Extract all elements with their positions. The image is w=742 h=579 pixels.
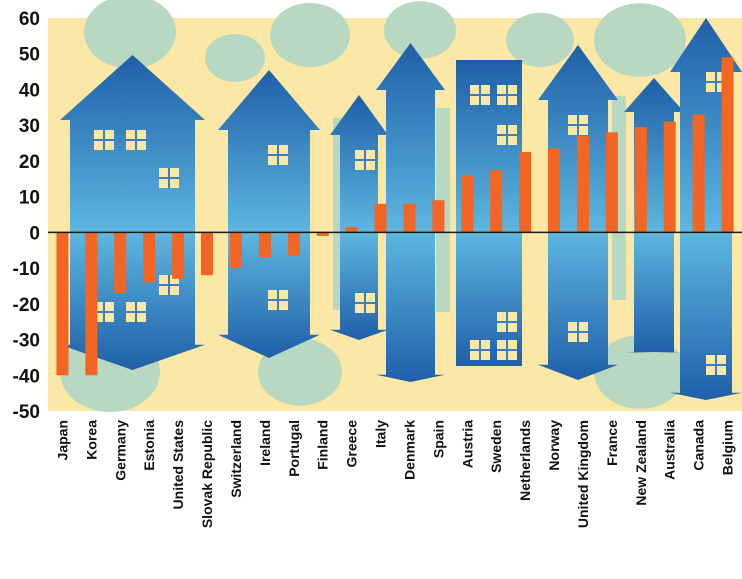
- x-tick-label: Portugal: [286, 420, 302, 477]
- y-tick-label: 50: [19, 45, 40, 66]
- bar-portugal: [287, 232, 300, 256]
- house-illustration: [60, 0, 742, 412]
- x-tick-label: Canada: [691, 420, 707, 471]
- x-tick-label: Finland: [315, 420, 331, 470]
- bar-italy: [374, 203, 387, 233]
- bar-finland: [316, 232, 329, 236]
- house-reflection-shape: [538, 232, 618, 380]
- window-shape: [706, 355, 726, 375]
- x-tick-label: United States: [170, 420, 186, 510]
- y-tick-label: -50: [13, 402, 40, 423]
- bar-spain: [432, 200, 445, 233]
- bar-belgium: [721, 57, 734, 233]
- window-shape: [497, 125, 517, 145]
- bar-france: [605, 132, 618, 233]
- x-tick-label: Austria: [459, 420, 475, 468]
- tree-shape: [270, 3, 350, 67]
- tree-shape: [594, 335, 686, 409]
- x-tick-label: Australia: [662, 420, 678, 480]
- y-tick-label: -10: [13, 259, 40, 280]
- y-tick-label: 10: [19, 188, 40, 209]
- y-tick-label: 0: [29, 223, 40, 244]
- x-tick-label: Norway: [546, 420, 562, 471]
- bar-united-states: [172, 232, 185, 279]
- bar-series: [56, 57, 734, 376]
- x-tick-label: Slovak Republic: [199, 420, 215, 528]
- bar-switzerland: [229, 232, 242, 269]
- y-tick-label: -40: [13, 366, 40, 387]
- x-tick-label: Japan: [54, 420, 70, 460]
- x-tick-label: Greece: [344, 420, 360, 468]
- bar-korea: [85, 232, 98, 376]
- x-tick-label: Ireland: [257, 420, 273, 466]
- x-tick-label: New Zealand: [633, 420, 649, 506]
- house-reflection-shape: [330, 232, 388, 340]
- tree-shape: [258, 338, 342, 406]
- window-shape: [568, 322, 588, 342]
- y-tick-label: -20: [13, 295, 40, 316]
- house-reflection-shape: [376, 232, 445, 382]
- bar-ireland: [258, 232, 271, 258]
- bar-slovak-republic: [201, 232, 214, 276]
- house-reflection-shape: [456, 232, 522, 366]
- window-shape: [268, 290, 288, 310]
- tree-shape: [84, 0, 176, 69]
- window-shape: [159, 168, 179, 188]
- window-shape: [470, 85, 490, 105]
- window-shape: [355, 150, 375, 170]
- bar-united-kingdom: [576, 135, 589, 233]
- x-tick-label: Sweden: [488, 420, 504, 473]
- house-shape: [376, 43, 445, 233]
- x-tick-label: Belgium: [720, 420, 736, 475]
- x-tick-label: Denmark: [401, 420, 417, 480]
- y-axis: 60 50 40 30 20 10 0 -10 -20 -30 -40 -50: [13, 9, 40, 423]
- y-tick-label: 30: [19, 116, 40, 137]
- y-tick-label: 20: [19, 152, 40, 173]
- x-tick-label: Italy: [373, 420, 389, 448]
- x-tick-label: Switzerland: [228, 420, 244, 498]
- tree-shape: [506, 12, 574, 68]
- window-shape: [268, 145, 288, 165]
- window-shape: [470, 340, 490, 360]
- bar-new-zealand: [634, 126, 647, 233]
- bar-austria: [461, 175, 474, 233]
- bar-greece: [345, 227, 358, 233]
- x-tick-label: Germany: [112, 420, 128, 481]
- x-tick-label: France: [604, 420, 620, 466]
- bar-japan: [56, 232, 69, 376]
- x-tick-label: Spain: [430, 420, 446, 458]
- window-shape: [497, 312, 517, 332]
- window-shape: [126, 302, 146, 322]
- bar-estonia: [143, 232, 156, 283]
- bar-norway: [548, 148, 561, 233]
- bar-netherlands: [519, 151, 532, 233]
- bar-sweden: [490, 169, 503, 233]
- x-tick-label: Korea: [83, 420, 99, 460]
- window-shape: [159, 275, 179, 295]
- window-shape: [497, 340, 517, 360]
- x-tick-label: Netherlands: [517, 420, 533, 501]
- tree-shape: [384, 1, 456, 59]
- bar-denmark: [403, 203, 416, 233]
- bar-germany: [114, 232, 127, 294]
- tree-shape: [205, 34, 265, 82]
- house-reflection-shape: [624, 232, 684, 353]
- y-tick-label: 60: [19, 9, 40, 30]
- x-tick-label: United Kingdom: [575, 420, 591, 528]
- window-shape: [126, 130, 146, 150]
- window-shape: [94, 130, 114, 150]
- bar-australia: [663, 121, 676, 233]
- y-tick-label: -30: [13, 331, 40, 352]
- x-axis: Japan Korea Germany Estonia United States Slo…: [54, 420, 735, 528]
- window-shape: [497, 85, 517, 105]
- window-shape: [355, 293, 375, 313]
- tree-shape: [594, 3, 686, 77]
- bar-canada: [692, 114, 705, 233]
- x-tick-label: Estonia: [141, 420, 157, 471]
- window-shape: [568, 115, 588, 135]
- y-tick-label: 40: [19, 80, 40, 101]
